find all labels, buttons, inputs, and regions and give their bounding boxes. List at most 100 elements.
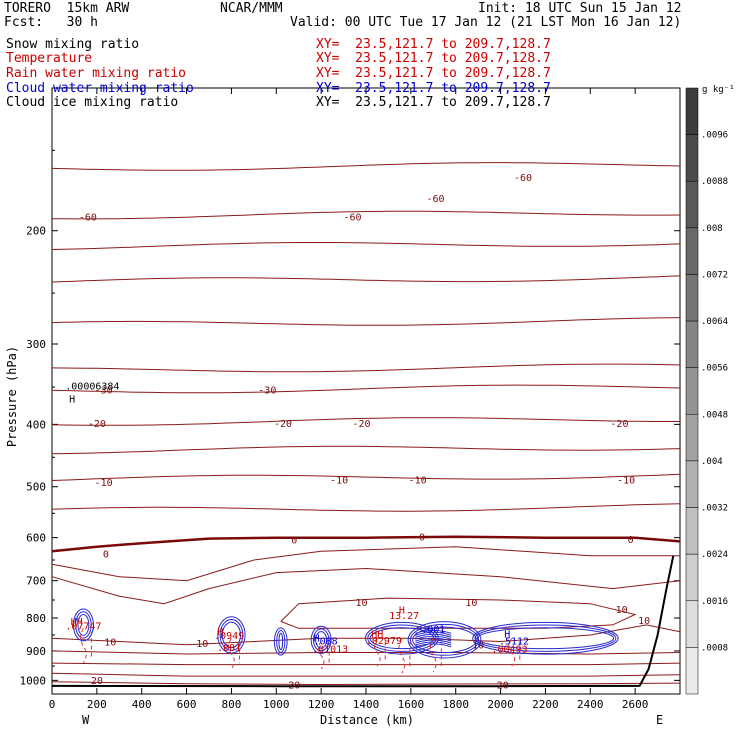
axis-ticks: 0 200 400 600 800 1000 1200 1400 1600 1800 2000 220… (20, 88, 680, 711)
cloud-water-contour (276, 630, 286, 653)
contour-marker: .5112 (499, 637, 529, 648)
cloud-water-contour (310, 625, 332, 654)
isotherm-line (51, 363, 681, 373)
east-label: E (656, 713, 664, 727)
isotherm-label: -20 (88, 419, 106, 430)
cloud-water-contour (415, 641, 452, 646)
colorbar-swatch (685, 507, 699, 555)
y-tick-label: 900 (26, 645, 46, 658)
isotherm-label: 10 (104, 637, 116, 648)
cloud-water-contour (75, 611, 92, 639)
cloud-water-contour (415, 635, 452, 640)
isotherm-label: 10 (355, 598, 367, 609)
isotherm-line (51, 417, 680, 426)
colorbar: .0096 .0088 .008 .0072 .0064 .0056 .0048 .004 .0… (685, 87, 728, 695)
isotherm-label: -30 (258, 385, 276, 396)
x-tick-label: 800 (221, 698, 241, 711)
contour-marker: .01013 (312, 644, 348, 655)
contour-labels: -60 -60 -60 -60 -30 -30 -20 -20 -20 -20 -10 -10 -10 -… (65, 173, 650, 692)
isotherm-label: -60 (514, 173, 532, 184)
cloud-water-contour (415, 631, 452, 636)
west-label: W (82, 713, 90, 727)
cloud-water-contour (315, 631, 328, 649)
contour-marker: H (504, 630, 510, 641)
contour-marker: H (69, 395, 75, 406)
x-axis-label: Distance (km) (320, 713, 414, 727)
cloud-water-contour (415, 643, 452, 648)
x-tick-label: 1000 (263, 698, 290, 711)
isotherm-line (51, 567, 681, 605)
field-xy-snow: XY= 23.5,121.7 to 209.7,128.7 (316, 37, 551, 52)
isotherm-line (51, 672, 681, 677)
x-tick-label: 400 (132, 698, 152, 711)
cloud-water-contour (72, 608, 94, 642)
isotherm-line (51, 681, 681, 686)
y-tick-label: 300 (26, 338, 46, 351)
cloud-water-contour (415, 637, 452, 642)
field-xy-cloud-water: XY= 23.5,121.7 to 209.7,128.7 (316, 81, 551, 96)
contour-marker: .07747 (65, 621, 101, 632)
colorbar-swatch (685, 460, 699, 508)
colorbar-swatch (685, 180, 699, 229)
colorbar-swatch (685, 647, 699, 695)
cloud-water-contour (407, 621, 482, 659)
isotherm-label: -10 (617, 475, 635, 486)
init-time: Init: 18 UTC Sun 15 Jan 12 (478, 1, 682, 16)
x-tick-label: 1800 (442, 698, 469, 711)
y-axis-label: Pressure (hPa) (5, 345, 20, 448)
y-tick-label: 800 (26, 612, 46, 625)
isotherm-label: -20 (352, 419, 370, 430)
cloud-water-contour (219, 619, 244, 651)
colorbar-tick-label: .0024 (701, 550, 728, 560)
field-name-rain: Rain water mixing ratio (6, 66, 187, 81)
isotherm-label: -10 (95, 478, 113, 489)
colorbar-swatch (685, 553, 699, 602)
cloud-water-contour (312, 628, 330, 652)
x-tick-label: 2600 (622, 698, 649, 711)
colorbar-swatch (685, 414, 699, 462)
cloud-water-contour (476, 627, 615, 650)
isotherm-label: -60 (79, 212, 97, 223)
isotherm-label: 10 (472, 641, 484, 652)
isotherm-label: -20 (274, 419, 292, 430)
colorbar-swatch (685, 227, 699, 275)
colorbar-swatch (685, 600, 699, 648)
rain-water-contour (373, 637, 381, 667)
colorbar-tick-label: .008 (701, 224, 723, 234)
colorbar-tick-label: .0072 (701, 270, 728, 280)
isotherm-line (280, 597, 637, 629)
y-tick-label: 400 (26, 418, 46, 431)
isotherm-label: 0 (103, 549, 109, 560)
cloud-water-contour (273, 627, 288, 656)
isotherm-line (51, 662, 681, 666)
x-tick-label: 2000 (487, 698, 514, 711)
isotherm-line (51, 162, 681, 171)
colorbar-tick-label: .0096 (701, 131, 728, 141)
colorbar-swatch (685, 134, 699, 182)
cloud-water-contour (412, 626, 477, 654)
isotherm-label: 10 (465, 598, 477, 609)
isotherm-label: 10 (638, 616, 650, 627)
colorbar-unit: g kg⁻¹ (702, 85, 735, 95)
colorbar-tick-label: .0048 (701, 410, 728, 420)
contour-marker: H (217, 627, 223, 638)
isotherm-label: 0 (628, 535, 634, 546)
contour-marker: .00006384 (65, 381, 119, 392)
x-tick-label: 200 (87, 698, 107, 711)
colorbar-tick-label: .0016 (701, 597, 728, 607)
field-name-cloud-ice: Cloud ice mixing ratio (6, 95, 179, 110)
isotherm-label: -60 (426, 194, 444, 205)
cloud-water-contour (415, 639, 452, 644)
center-title: NCAR/MMM (220, 1, 283, 16)
contour-marker: .001 (421, 624, 445, 635)
y-tick-label: 500 (26, 481, 46, 494)
rain-water-contour (508, 637, 516, 667)
cloud-water-contours (72, 608, 619, 659)
isotherm-label: 20 (497, 681, 509, 692)
isotherm-line (51, 384, 681, 394)
colorbar-swatch (685, 274, 699, 322)
isotherm-label: 0 (291, 536, 297, 547)
isotherm-line (51, 317, 681, 326)
isotherm-label: -10 (409, 475, 427, 486)
x-tick-label: 600 (177, 698, 197, 711)
